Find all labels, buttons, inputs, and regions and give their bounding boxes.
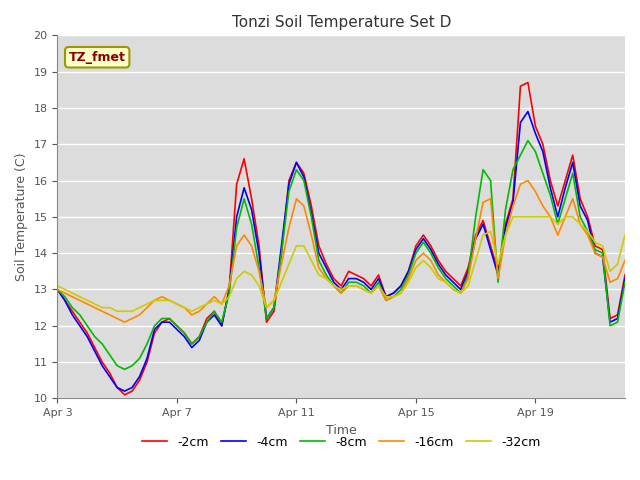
-8cm — [292, 167, 300, 172]
-4cm — [121, 388, 129, 394]
-4cm — [255, 250, 263, 256]
-16cm — [307, 232, 315, 238]
-32cm — [307, 258, 315, 264]
-32cm — [255, 283, 263, 289]
-4cm — [248, 207, 255, 213]
Line: -8cm: -8cm — [58, 141, 625, 369]
-2cm — [307, 203, 315, 209]
-8cm — [307, 214, 315, 220]
-4cm — [307, 210, 315, 216]
-16cm — [173, 301, 180, 307]
-2cm — [173, 323, 180, 329]
-32cm — [374, 283, 382, 289]
Text: TZ_fmet: TZ_fmet — [68, 51, 125, 64]
-32cm — [113, 308, 121, 314]
-2cm — [292, 159, 300, 165]
X-axis label: Time: Time — [326, 424, 356, 437]
-16cm — [54, 287, 61, 292]
-4cm — [621, 276, 629, 281]
-8cm — [374, 279, 382, 285]
-4cm — [173, 326, 180, 332]
Line: -16cm: -16cm — [58, 180, 625, 322]
-16cm — [121, 319, 129, 325]
-8cm — [255, 265, 263, 271]
Y-axis label: Soil Temperature (C): Soil Temperature (C) — [15, 153, 28, 281]
-32cm — [621, 232, 629, 238]
-32cm — [292, 243, 300, 249]
-2cm — [121, 392, 129, 397]
-16cm — [374, 283, 382, 289]
-8cm — [621, 279, 629, 285]
-2cm — [255, 243, 263, 249]
-32cm — [248, 272, 255, 278]
-2cm — [54, 287, 61, 292]
-32cm — [509, 214, 517, 220]
-16cm — [248, 243, 255, 249]
-8cm — [524, 138, 532, 144]
Line: -32cm: -32cm — [58, 217, 625, 311]
-4cm — [524, 108, 532, 114]
-32cm — [173, 301, 180, 307]
Line: -2cm: -2cm — [58, 83, 625, 395]
-8cm — [173, 323, 180, 329]
-2cm — [374, 272, 382, 278]
-8cm — [248, 221, 255, 227]
-2cm — [248, 196, 255, 202]
-16cm — [292, 196, 300, 202]
-4cm — [54, 287, 61, 292]
-2cm — [524, 80, 532, 85]
-8cm — [54, 287, 61, 292]
-16cm — [524, 178, 532, 183]
-2cm — [621, 272, 629, 278]
-32cm — [54, 283, 61, 289]
-16cm — [255, 268, 263, 274]
-16cm — [621, 258, 629, 264]
Legend: -2cm, -4cm, -8cm, -16cm, -32cm: -2cm, -4cm, -8cm, -16cm, -32cm — [137, 431, 545, 454]
-4cm — [292, 159, 300, 165]
Line: -4cm: -4cm — [58, 111, 625, 391]
-4cm — [374, 276, 382, 281]
Title: Tonzi Soil Temperature Set D: Tonzi Soil Temperature Set D — [232, 15, 451, 30]
-8cm — [121, 366, 129, 372]
